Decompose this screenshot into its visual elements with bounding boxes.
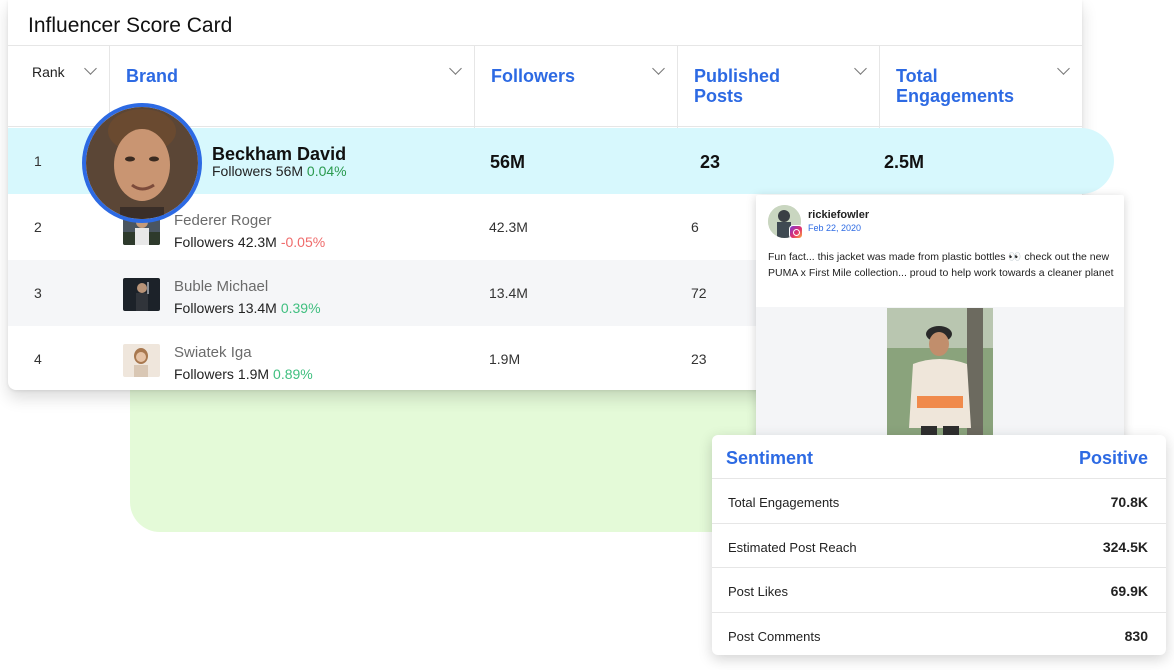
post-caption: Fun fact... this jacket was made from pl… bbox=[768, 251, 1114, 279]
engagements-value: 2.5M bbox=[884, 152, 925, 172]
metric-row: Post Comments 830 bbox=[712, 613, 1166, 656]
avatar bbox=[123, 278, 160, 311]
followers-count: 56M bbox=[275, 163, 304, 179]
column-label: Published Posts bbox=[694, 66, 781, 106]
column-label: Brand bbox=[126, 66, 179, 86]
rank-value: 3 bbox=[34, 285, 42, 301]
followers-count: 1.9M bbox=[237, 366, 270, 382]
metric-value: 70.8K bbox=[1110, 494, 1148, 510]
followers-value: 1.9M bbox=[489, 351, 521, 367]
influencer-name[interactable]: Federer Roger bbox=[174, 212, 272, 229]
posts-value: 6 bbox=[691, 219, 699, 235]
sentiment-panel: Sentiment Positive Total Engagements 70.… bbox=[712, 435, 1166, 655]
column-total-engagements[interactable]: Total Engagements bbox=[880, 46, 1082, 128]
followers-change: 0.89% bbox=[273, 366, 313, 382]
column-label: Followers bbox=[491, 66, 576, 86]
followers-change: 0.39% bbox=[280, 300, 321, 316]
sentiment-value: Positive bbox=[1078, 448, 1148, 468]
metric-label: Total Engagements bbox=[728, 495, 840, 510]
sentiment-title: Sentiment bbox=[726, 448, 814, 468]
followers-line: Followers 42.3M -0.05% bbox=[174, 234, 325, 250]
chevron-down-icon[interactable] bbox=[1057, 62, 1070, 75]
rank-value: 4 bbox=[34, 351, 42, 367]
followers-value: 42.3M bbox=[489, 219, 528, 235]
instagram-post-card[interactable]: rickiefowler Feb 22, 2020 Fun fact... th… bbox=[756, 195, 1124, 445]
column-followers[interactable]: Followers bbox=[475, 46, 678, 128]
followers-count: 42.3M bbox=[237, 234, 277, 250]
influencer-name[interactable]: Buble Michael bbox=[174, 278, 269, 295]
metric-label: Estimated Post Reach bbox=[728, 539, 857, 555]
metric-label: Post Likes bbox=[728, 584, 788, 599]
posts-value: 23 bbox=[691, 351, 707, 367]
table-header: Rank Brand Followers Published Posts Tot… bbox=[8, 45, 1082, 128]
chevron-down-icon[interactable] bbox=[84, 62, 97, 75]
followers-label: Followers bbox=[174, 300, 234, 316]
followers-change: -0.05% bbox=[280, 234, 326, 250]
metric-value: 830 bbox=[1124, 627, 1148, 644]
followers-line: Followers 1.9M 0.89% bbox=[174, 366, 313, 382]
followers-change: 0.04% bbox=[306, 163, 347, 179]
chevron-down-icon[interactable] bbox=[652, 62, 665, 75]
rank-value: 2 bbox=[34, 219, 42, 235]
posts-value: 23 bbox=[700, 152, 721, 172]
chevron-down-icon[interactable] bbox=[449, 62, 462, 75]
metric-row: Total Engagements 70.8K bbox=[712, 479, 1166, 524]
followers-value: 56M bbox=[490, 152, 526, 172]
metric-row: Post Likes 69.9K bbox=[712, 568, 1166, 613]
metric-value: 324.5K bbox=[1102, 538, 1148, 555]
followers-label: Followers bbox=[174, 234, 234, 250]
influencer-name[interactable]: Swiatek Iga bbox=[174, 344, 252, 361]
post-media bbox=[756, 307, 1124, 445]
followers-label: Followers bbox=[212, 163, 272, 179]
post-photo[interactable] bbox=[887, 308, 993, 445]
followers-value: 13.4M bbox=[489, 285, 528, 301]
column-label: Rank bbox=[32, 64, 65, 80]
post-date: Feb 22, 2020 bbox=[808, 223, 862, 233]
posts-value: 72 bbox=[691, 285, 707, 301]
followers-label: Followers bbox=[174, 366, 234, 382]
card-title: Influencer Score Card bbox=[28, 14, 233, 37]
column-brand[interactable]: Brand bbox=[110, 46, 475, 128]
metric-value: 69.9K bbox=[1110, 583, 1148, 599]
column-published-posts[interactable]: Published Posts bbox=[678, 46, 880, 128]
followers-line: Followers 13.4M 0.39% bbox=[174, 300, 321, 316]
followers-count: 13.4M bbox=[237, 300, 277, 316]
post-username[interactable]: rickiefowler bbox=[808, 209, 870, 221]
metric-label: Post Comments bbox=[728, 628, 821, 644]
column-label: Total Engagements bbox=[896, 66, 1015, 106]
table-row[interactable]: 4 Swiatek Iga Followers 1.9M 0.89% 1.9M 23 bbox=[8, 326, 1082, 390]
rank-value: 1 bbox=[34, 153, 42, 169]
column-rank[interactable]: Rank bbox=[8, 46, 110, 128]
followers-line: Followers 56M 0.04% bbox=[212, 163, 347, 179]
avatar bbox=[82, 103, 202, 223]
chevron-down-icon[interactable] bbox=[854, 62, 867, 75]
metric-row: Estimated Post Reach 324.5K bbox=[712, 524, 1166, 568]
influencer-name[interactable]: Beckham David bbox=[212, 144, 347, 164]
avatar bbox=[768, 205, 801, 238]
instagram-icon bbox=[789, 225, 803, 239]
sentiment-header: Sentiment Positive bbox=[712, 435, 1166, 479]
avatar bbox=[123, 344, 160, 377]
